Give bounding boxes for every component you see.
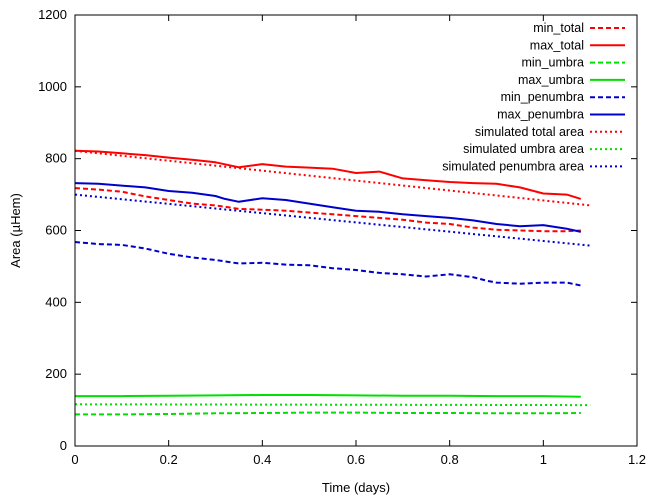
series-line (74, 149, 582, 200)
series-line (74, 403, 591, 407)
legend-label: min_umbra (521, 56, 584, 70)
legend-label: simulated penumbra area (442, 159, 584, 173)
legend-label: max_total (530, 38, 584, 52)
legend-label: min_penumbra (501, 90, 584, 104)
y-tick-label: 800 (45, 151, 67, 166)
x-tick-label: 0.6 (347, 452, 365, 467)
x-tick-label: 1.2 (628, 452, 646, 467)
legend-label: max_umbra (518, 73, 584, 87)
y-tick-label: 200 (45, 366, 67, 381)
y-tick-label: 400 (45, 294, 67, 309)
x-tick-label: 0 (71, 452, 78, 467)
legend-label: max_penumbra (497, 108, 584, 122)
series-line (74, 149, 591, 207)
y-tick-label: 600 (45, 223, 67, 238)
series-line (75, 394, 581, 398)
series-line (74, 187, 581, 233)
x-axis-title: Time (days) (322, 480, 390, 495)
series-line (74, 241, 582, 287)
series-line (74, 193, 591, 247)
legend-label: simulated total area (475, 125, 584, 139)
x-tick-label: 1 (540, 452, 547, 467)
x-tick-label: 0.2 (160, 452, 178, 467)
series-line (74, 182, 582, 233)
y-tick-label: 1200 (38, 7, 67, 22)
y-tick-label: 0 (60, 438, 67, 453)
x-tick-label: 0.8 (441, 452, 459, 467)
series-line (75, 411, 581, 416)
legend: min_total max_total min_umbra max_umbra min_… (442, 21, 625, 173)
series-lines (74, 149, 591, 416)
y-axis-title: Area (µHem) (8, 193, 23, 268)
legend-label: simulated umbra area (463, 142, 584, 156)
y-tick-label: 1000 (38, 79, 67, 94)
plot-frame (74, 14, 638, 447)
legend-label: min_total (533, 21, 584, 35)
x-tick-label: 0.4 (253, 452, 271, 467)
